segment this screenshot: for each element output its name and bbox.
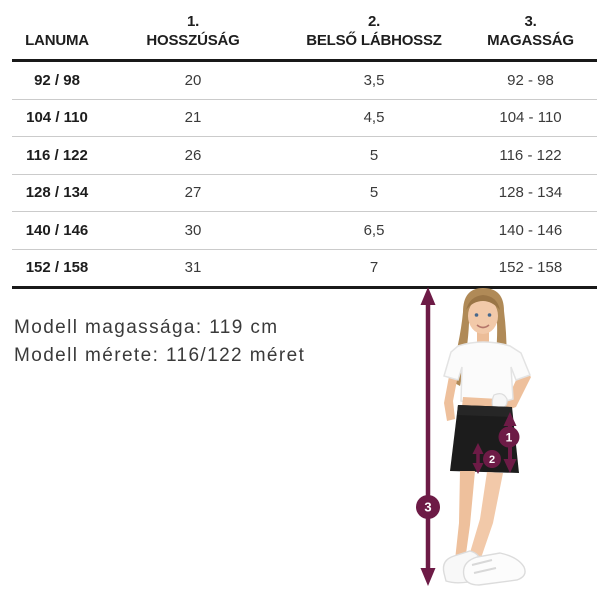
neck [477,331,489,343]
table-row: 152 / 158 31 7 152 - 158 [12,250,597,289]
arrowhead-up-icon [503,412,517,426]
sneaker-straps [471,559,497,574]
arrowhead-down-icon [420,568,436,586]
column-label: HOSSZÚSÁG [146,32,240,49]
badge-2-number: 2 [489,454,495,466]
table-row: 140 / 146 30 6,5 140 - 146 [12,212,597,250]
model-size-line: Modell mérete: 116/122 méret [14,345,306,366]
cell-size: 104 / 110 [26,109,88,127]
column-header-belso-labhossz: 2. BELSŐ LÁBHOSSZ [284,0,464,59]
measurement-arrow-2: 2 [472,443,501,474]
model-info-text: Modell magassága: 119 cm Modell mérete: … [14,314,305,370]
cell-height: 152 - 158 [498,259,563,277]
cell-inner-leg: 5 [369,184,379,202]
cell-length: 20 [184,71,202,89]
face [468,298,498,334]
column-header-hosszusag: 1. HOSSZÚSÁG [102,0,284,59]
measurement-badge-1 [498,426,520,448]
column-label: LANUMA [25,32,89,49]
cell-inner-leg: 5 [369,146,379,164]
cell-height: 104 - 110 [499,109,562,127]
eye-left [474,313,479,317]
table-row: 104 / 110 21 4,5 104 - 110 [12,100,597,137]
cell-length: 30 [184,221,202,239]
measurement-badge-3 [416,495,440,519]
cell-size: 128 / 134 [25,184,89,202]
cell-inner-leg: 6,5 [363,221,385,239]
cell-inner-leg: 3,5 [363,71,385,89]
column-label: BELSŐ LÁBHOSSZ [306,32,442,49]
cell-length: 21 [184,109,202,127]
arrowhead-up-icon [472,443,484,454]
column-number: 1. [186,13,200,30]
measurement-badge-2 [483,450,501,468]
measurement-arrow-3: 3 [416,287,440,586]
model-illustration [442,288,531,586]
column-number: 2. [367,13,381,30]
leg-right [469,472,503,561]
cell-length: 31 [184,259,202,277]
measurement-arrow-1: 1 [498,412,520,473]
cell-size: 140 / 146 [25,221,89,239]
arrowhead-down-icon [472,463,484,474]
leg-left [455,471,475,561]
cell-height: 92 - 98 [507,71,554,89]
cell-size: 116 / 122 [26,146,88,164]
table-row: 92 / 98 20 3,5 92 - 98 [12,62,597,100]
cell-height: 116 - 122 [499,146,562,164]
cell-height: 140 - 146 [498,221,563,239]
cell-length: 26 [184,146,202,164]
badge-3-number: 3 [424,500,431,515]
cell-size: 92 / 98 [34,71,80,89]
column-label: MAGASSÁG [487,32,574,49]
cell-length: 27 [184,184,202,202]
size-table: LANUMA 1. HOSSZÚSÁG 2. BELSŐ LÁBHOSSZ 3.… [12,0,597,289]
measurement-figure: 3 1 2 [400,285,610,610]
table-row: 128 / 134 27 5 128 - 134 [12,175,597,212]
cell-height: 128 - 134 [498,184,563,202]
arrowhead-up-icon [420,287,436,305]
table-row: 116 / 122 26 5 116 - 122 [12,137,597,175]
skirt [450,405,519,473]
t-shirt [443,341,531,405]
column-header-magassag: 3. MAGASSÁG [464,0,597,59]
arrowhead-down-icon [503,459,517,473]
column-header-lanuma: LANUMA [12,0,102,59]
smile [476,324,490,329]
model-photo-illustration: 3 1 2 [416,287,531,586]
arm-left [444,371,458,421]
bangs [466,295,500,310]
cell-inner-leg: 4,5 [363,109,385,127]
cell-inner-leg: 7 [369,259,379,277]
size-table-header: LANUMA 1. HOSSZÚSÁG 2. BELSŐ LÁBHOSSZ 3.… [12,0,597,62]
model-height-line: Modell magassága: 119 cm [14,317,279,338]
cell-size: 152 / 158 [25,259,89,277]
badge-1-number: 1 [506,431,513,445]
skirt-waistband [457,405,512,417]
eye-right [487,313,492,317]
column-number: 3. [524,13,537,30]
